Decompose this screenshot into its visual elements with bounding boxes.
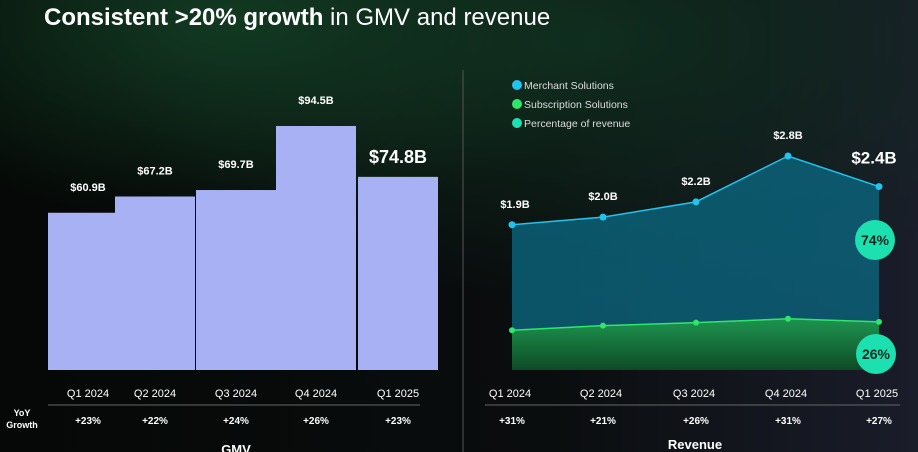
yoy-growth-label: YoY [14,408,31,418]
gmv-data-label: $94.5B [298,95,334,107]
gmv-bar [276,126,356,370]
subscription-point [693,319,699,326]
gmv-data-label: $60.9B [70,182,106,194]
gmv-growth-value: +26% [303,416,329,427]
subscription-point [600,322,606,329]
revenue-data-label: $2.2B [681,176,710,188]
legend-marker [512,99,522,109]
subscription-area [512,318,879,370]
gmv-growth-value: +22% [142,416,168,427]
gmv-x-tick: Q2 2024 [134,388,176,400]
gmv-x-tick: Q1 2024 [67,388,109,400]
revenue-data-label: $2.4B [851,149,896,168]
subscription-percent-badge [856,334,896,374]
gmv-growth-value: +23% [385,416,411,427]
merchant-point [784,152,792,160]
revenue-growth-value: +31% [775,416,801,427]
gmv-bar [358,176,438,370]
merchant-point [599,213,607,221]
gmv-bar [196,190,276,370]
gmv-x-tick: Q3 2024 [215,388,257,400]
revenue-x-tick: Q2 2024 [580,388,622,400]
yoy-growth-label-2: Growth [6,420,38,430]
gmv-data-label: $67.2B [137,165,173,177]
gmv-x-tick: Q1 2025 [377,388,419,400]
merchant-percent-badge [855,220,895,260]
subscription-point [876,318,882,325]
revenue-data-label: $1.9B [500,199,529,211]
legend-marker [512,80,522,90]
legend-marker [512,118,522,128]
revenue-growth-value: +31% [499,416,525,427]
revenue-growth-value: +21% [590,416,616,427]
gmv-x-tick: Q4 2024 [295,388,337,400]
revenue-x-tick: Q1 2024 [489,388,531,400]
gmv-bar [115,196,195,370]
merchant-point [508,221,516,229]
merchant-point [875,183,883,191]
legend-label: Subscription Solutions [524,99,628,111]
subscription-point [785,315,791,322]
revenue-data-label: $2.0B [588,191,617,203]
revenue-growth-value: +27% [866,416,892,427]
merchant-percent-badge-text: 74% [861,232,890,248]
revenue-axis-title: Revenue [668,437,722,452]
revenue-x-tick: Q3 2024 [673,388,715,400]
gmv-data-label: $69.7B [218,159,254,171]
gmv-axis-title: GMV [221,442,251,452]
legend-label: Percentage of revenue [524,118,630,130]
subscription-point [509,327,515,334]
gmv-bar [48,212,128,370]
legend-label: Merchant Solutions [524,80,614,92]
revenue-data-label: $2.8B [773,130,802,142]
gmv-growth-value: +23% [75,416,101,427]
merchant-point [692,198,700,206]
subscription-percent-badge-text: 26% [862,346,891,362]
revenue-x-tick: Q1 2025 [856,388,898,400]
gmv-growth-value: +24% [223,416,249,427]
revenue-growth-value: +26% [683,416,709,427]
revenue-x-tick: Q4 2024 [765,388,807,400]
page-title: Consistent >20% growth in GMV and revenu… [44,4,551,31]
gmv-data-label: $74.8B [369,147,427,167]
